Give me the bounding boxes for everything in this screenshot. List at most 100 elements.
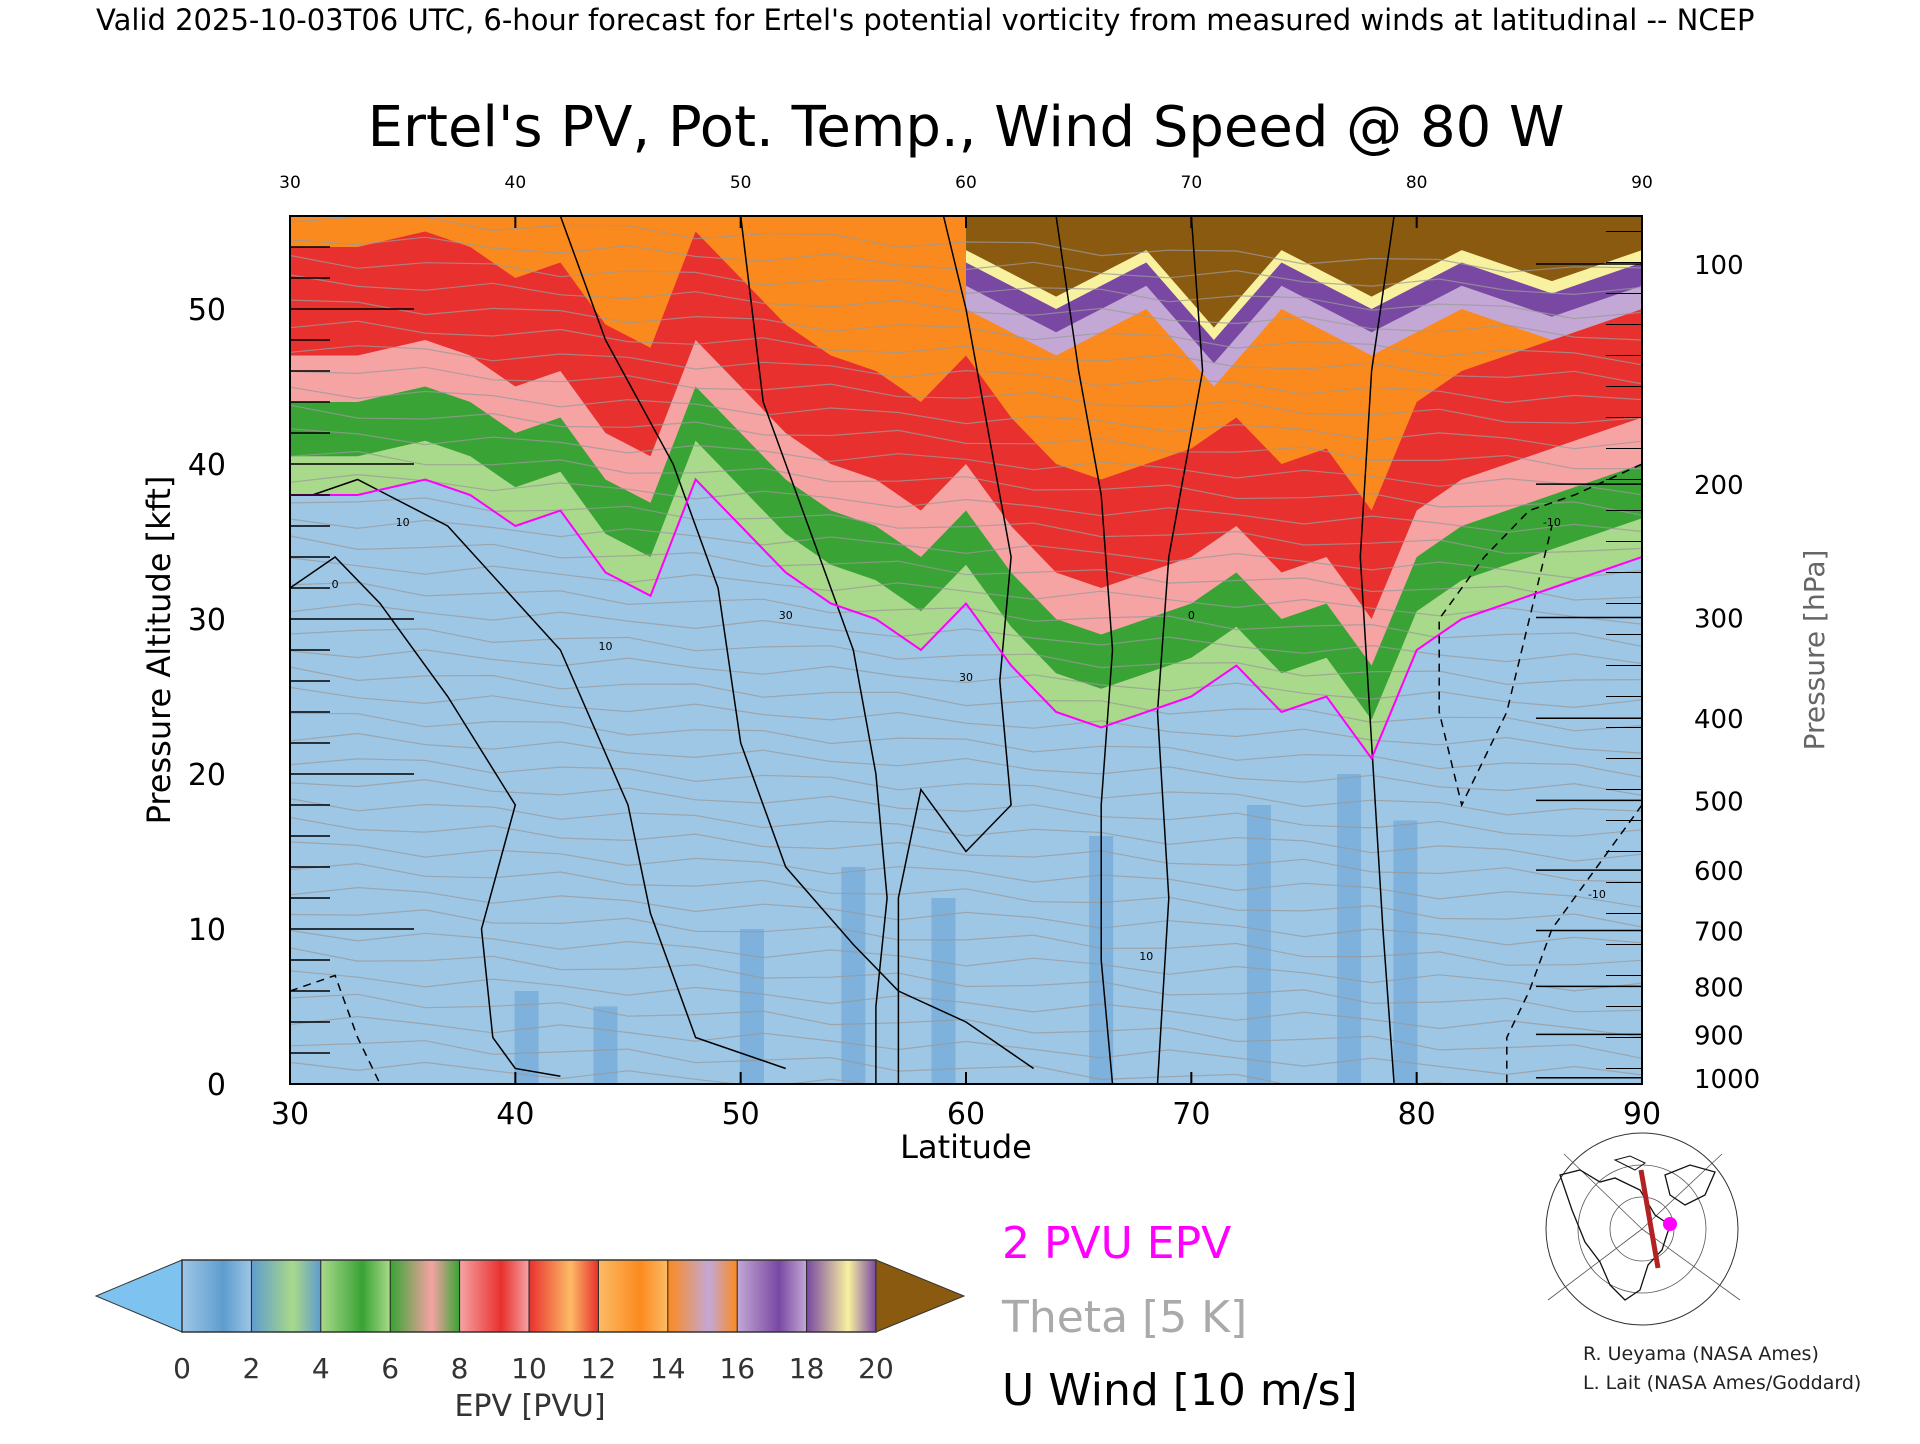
theta-contour <box>290 386 1642 450</box>
pressure-tick-label: 500 <box>1694 787 1744 817</box>
theta-contour <box>290 758 1642 816</box>
pv-streak-6 <box>1246 805 1271 1084</box>
colorbar-segment <box>320 1260 391 1332</box>
x-tick-label: 90 <box>1623 1097 1661 1132</box>
wind-contour-label-7: -10 <box>1543 516 1561 529</box>
theta-contour <box>290 320 1642 385</box>
x-tick-label: 40 <box>496 1097 534 1132</box>
wind-contour-label-3: 30 <box>779 609 793 622</box>
x-tick-label: 60 <box>947 1097 985 1132</box>
theta-contour <box>290 428 1642 496</box>
theta-contour <box>290 450 1642 516</box>
colorbar-segment <box>529 1260 599 1332</box>
pressure-tick-label: 1000 <box>1694 1065 1760 1095</box>
pv-streak-8 <box>1393 820 1418 1084</box>
theta-contour <box>290 712 1642 778</box>
inset-location-dot <box>1663 1217 1677 1231</box>
pressure-tick-label: 300 <box>1694 604 1744 634</box>
pressure-tick-label: 100 <box>1694 251 1744 281</box>
y-tick-label: 20 <box>188 758 226 793</box>
x-tick-label-top: 30 <box>279 173 301 193</box>
x-tick-label-top: 70 <box>1181 173 1203 193</box>
pressure-tick-label: 200 <box>1694 471 1744 501</box>
colorbar-segment <box>737 1260 807 1332</box>
colorbar-segment <box>390 1260 460 1332</box>
theta-contour <box>290 649 1642 709</box>
x-tick-label-top: 90 <box>1631 173 1653 193</box>
inset-map <box>1545 1132 1741 1326</box>
colorbar-tick-label: 6 <box>381 1352 399 1385</box>
credit-line-1: R. Ueyama (NASA Ames) <box>1583 1343 1819 1365</box>
theta-contour <box>290 1015 1642 1076</box>
colorbar-segment <box>459 1260 529 1332</box>
colorbar-tick-label: 0 <box>173 1352 191 1385</box>
theta-contour <box>290 216 1642 273</box>
wind-contour-7 <box>1359 216 1395 1084</box>
theta-contour <box>290 886 1642 946</box>
x-axis-label: Latitude <box>900 1128 1032 1166</box>
wind-contour-label-1: 10 <box>396 516 410 529</box>
colorbar-segment <box>182 1260 252 1332</box>
x-tick-label: 70 <box>1172 1097 1210 1132</box>
pressure-tick-label: 900 <box>1694 1021 1744 1051</box>
theta-contour <box>290 993 1642 1059</box>
theta-contour <box>290 816 1642 883</box>
wind-contour-label-4: 30 <box>959 671 973 684</box>
y-tick-label: 30 <box>188 603 226 638</box>
legend-theta: Theta [5 K] <box>1001 1292 1247 1343</box>
colorbar: 0 2 4 6 8 10 12 14 16 18 20 <box>94 1259 966 1385</box>
wind-contour-label-2: 10 <box>598 640 612 653</box>
theta-contour <box>290 778 1642 837</box>
colorbar-tick-label: 2 <box>242 1352 260 1385</box>
theta-contour <box>290 732 1642 796</box>
colorbar-under-arrow <box>94 1259 183 1333</box>
theta-contour <box>290 473 1642 533</box>
legend-wind: U Wind [10 m/s] <box>1002 1365 1358 1416</box>
wind-contour-label-6: 0 <box>1188 609 1195 622</box>
colorbar-tick-label: 12 <box>581 1352 617 1385</box>
colorbar-segment <box>251 1260 321 1332</box>
x-tick-label: 50 <box>722 1097 760 1132</box>
x-tick-label: 30 <box>271 1097 309 1132</box>
colorbar-tick-label: 4 <box>312 1352 330 1385</box>
y-tick-label: 50 <box>188 293 226 328</box>
colorbar-tick-label: 20 <box>858 1352 894 1385</box>
y-axis-label-left: Pressure Altitude [kft] <box>140 476 178 825</box>
theta-contour <box>290 686 1642 754</box>
theta-contour <box>290 862 1642 928</box>
wind-contour-0 <box>290 556 561 1078</box>
valid-line: Valid 2025-10-03T06 UTC, 6-hour forecast… <box>96 3 1754 37</box>
x-tick-label: 80 <box>1398 1097 1436 1132</box>
theta-contour <box>290 841 1642 908</box>
theta-contour <box>290 404 1642 470</box>
wind-contour-3 <box>739 216 888 1084</box>
theta-contour <box>290 666 1642 732</box>
theta-contour <box>290 345 1642 404</box>
wind-contour-label-8: -10 <box>1588 888 1606 901</box>
theta-contour <box>290 947 1642 1013</box>
pv-2pvu-contour <box>290 477 1642 761</box>
cross-section-line <box>1638 1169 1661 1269</box>
theta-contour <box>290 236 1642 296</box>
wind-contour-label-0: 0 <box>332 578 339 591</box>
pressure-tick-label: 400 <box>1694 705 1744 735</box>
y-axis-label-right: Pressure [hPa] <box>1798 550 1831 751</box>
pv-streak-1 <box>593 1006 618 1084</box>
x-tick-label-top: 40 <box>505 173 527 193</box>
pv-streak-7 <box>1337 774 1362 1084</box>
theta-contour <box>290 929 1642 992</box>
colorbar-label: EPV [PVU] <box>454 1389 605 1424</box>
pressure-tick-label: 800 <box>1694 973 1744 1003</box>
theta-contour <box>290 518 1642 579</box>
x-tick-label-top: 60 <box>955 173 977 193</box>
wind-contour-1 <box>312 478 786 1070</box>
wind-contour-5 <box>1055 216 1114 1084</box>
theta-contour <box>290 366 1642 424</box>
colorbar-tick-label: 10 <box>511 1352 547 1385</box>
wind-contour-4 <box>897 216 1012 1084</box>
colorbar-over-arrow <box>875 1259 966 1333</box>
wind-contour-6 <box>1156 216 1204 1084</box>
x-tick-label-top: 50 <box>730 173 752 193</box>
pressure-tick-label: 600 <box>1694 857 1744 887</box>
